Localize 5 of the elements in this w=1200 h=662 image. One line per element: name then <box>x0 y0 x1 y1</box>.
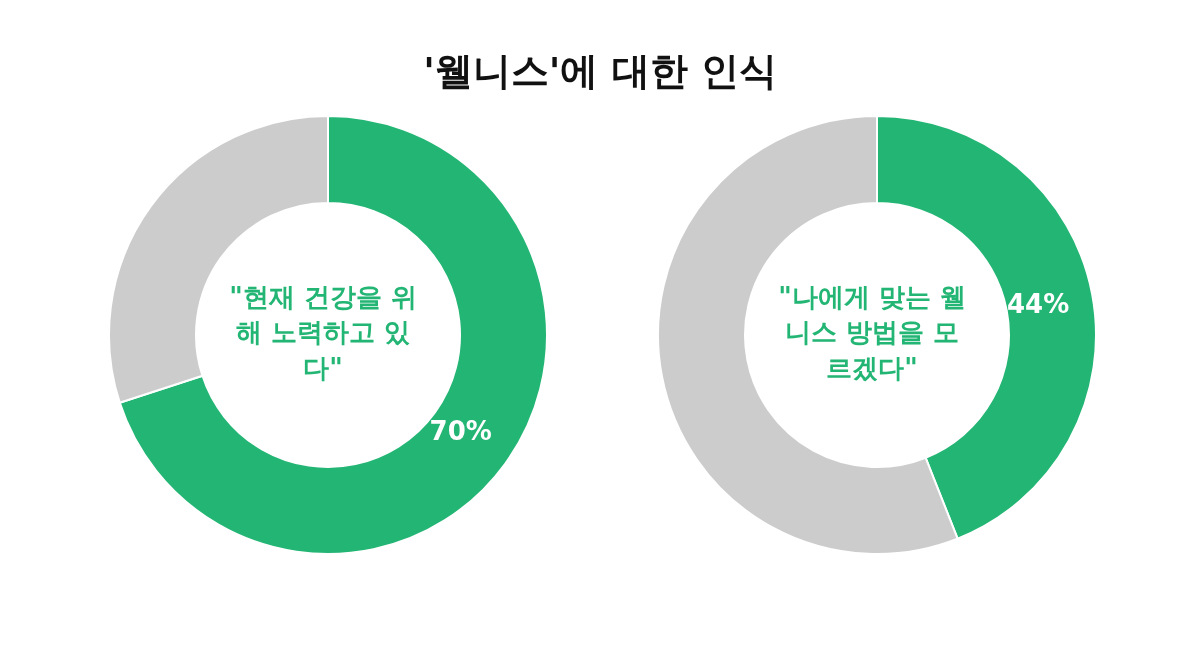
text: "나에게 맞는 웰니스 방법을 모르겠다" <box>777 281 967 385</box>
data-label: 44% <box>1006 289 1070 320</box>
data-label: 70% <box>429 416 492 447</box>
text: "현재 건강을 위해 노력하고 있다" <box>228 281 418 385</box>
chart-title: '웰니스'에 대한 인식 <box>422 48 778 95</box>
